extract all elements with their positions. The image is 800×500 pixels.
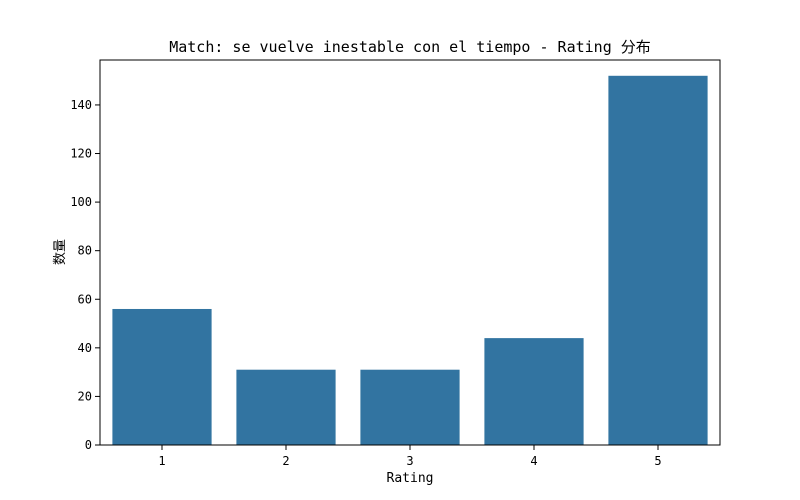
x-tick-label-4: 4: [530, 454, 537, 468]
x-tick-label-5: 5: [654, 454, 661, 468]
bars-group: [112, 75, 708, 446]
chart-title: Match: se vuelve inestable con el tiempo…: [169, 38, 651, 56]
bar-4: [484, 338, 584, 445]
bar-1: [112, 308, 212, 445]
x-axis: 1 2 3 4 5: [158, 445, 662, 468]
x-tick-label-3: 3: [406, 454, 413, 468]
y-tick-label-20: 20: [78, 389, 92, 403]
y-axis-label: 数量: [53, 239, 68, 265]
y-tick-label-0: 0: [85, 438, 92, 452]
bar-5: [608, 75, 708, 446]
y-tick-label-140: 140: [70, 98, 92, 112]
y-axis: 0 20 40 60 80 100 120 140: [70, 98, 100, 452]
y-tick-label-40: 40: [78, 341, 92, 355]
x-tick-label-1: 1: [158, 454, 165, 468]
plot-frame: [99, 59, 721, 446]
y-tick-label-100: 100: [70, 195, 92, 209]
y-tick-label-120: 120: [70, 147, 92, 161]
bar-2: [236, 369, 336, 445]
y-tick-label-80: 80: [78, 244, 92, 258]
bar-3: [360, 369, 460, 445]
x-tick-label-2: 2: [282, 454, 289, 468]
x-axis-label: Rating: [387, 471, 434, 486]
y-tick-label-60: 60: [78, 292, 92, 306]
